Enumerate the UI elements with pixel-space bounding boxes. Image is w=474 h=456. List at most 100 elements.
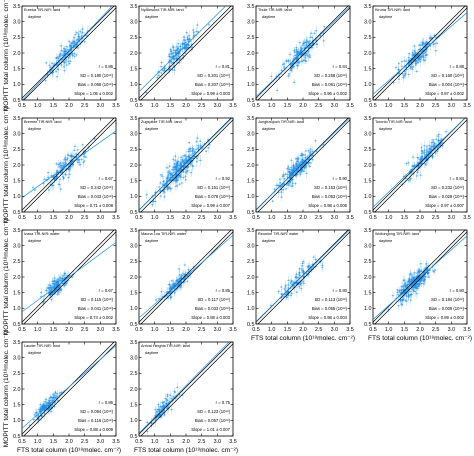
plot-frame — [21, 117, 117, 213]
data-point — [304, 154, 306, 156]
data-point — [424, 43, 426, 45]
y-axis-label: MOPITT total column (10¹⁸molec. cm⁻²) — [3, 0, 10, 111]
data-point — [288, 174, 291, 176]
data-point — [175, 180, 178, 183]
y-tick-label: 0.5 — [364, 210, 372, 216]
x-tick-label: 1.5 — [401, 103, 409, 109]
data-point — [53, 284, 56, 287]
data-point — [415, 175, 418, 177]
data-point — [51, 184, 54, 187]
y-tick-label: 0.5 — [13, 98, 21, 104]
data-point — [425, 164, 427, 166]
data-point — [295, 157, 297, 160]
y-tick-label: 1.5 — [13, 178, 21, 184]
data-point — [183, 39, 185, 41]
y-tick-label: 2.5 — [130, 147, 138, 153]
fit-line — [22, 6, 113, 100]
y-tick-label: 0.5 — [13, 322, 21, 328]
data-point — [291, 178, 294, 181]
data-point — [77, 35, 80, 38]
data-point — [179, 48, 181, 51]
data-point — [185, 31, 188, 34]
data-point — [405, 60, 408, 63]
x-tick-label: 3.5 — [112, 327, 120, 333]
data-point — [63, 52, 66, 55]
data-point — [188, 38, 191, 41]
data-point — [303, 167, 306, 169]
data-point — [172, 166, 175, 169]
y-tick-label: 1.0 — [13, 194, 21, 200]
panel-3: 0.5 1.0 1.5 2.0 2.5 3.0 3.5 0.5 1.0 1.5 2.0 2.5 3.0 3… — [247, 4, 354, 109]
data-point — [168, 170, 171, 173]
y-tick-label: 2.5 — [247, 147, 255, 153]
data-point — [423, 153, 426, 155]
data-point — [56, 56, 59, 59]
x-tick-label: 1.0 — [34, 327, 42, 333]
data-point — [300, 152, 303, 155]
data-point — [59, 178, 61, 181]
data-point — [174, 291, 176, 294]
data-point — [165, 294, 168, 297]
data-point — [78, 37, 81, 39]
stat-sd: SD = 0.232 (10¹⁸) — [431, 185, 464, 190]
data-point — [187, 44, 190, 47]
data-point — [46, 287, 49, 289]
period-label: daytime — [262, 15, 275, 19]
data-point — [56, 75, 58, 78]
fit-line — [373, 12, 467, 95]
data-point — [280, 191, 283, 194]
y-tick-label: 3.5 — [13, 4, 21, 10]
data-point — [45, 61, 48, 64]
data-point — [306, 54, 309, 57]
data-point — [307, 42, 310, 44]
data-point — [412, 65, 415, 68]
data-point — [73, 55, 76, 58]
y-tick-label: 0.5 — [130, 98, 138, 104]
fit-line — [256, 6, 350, 97]
data-point — [42, 302, 45, 304]
data-point — [311, 158, 314, 161]
x-tick-label: 1.0 — [268, 215, 276, 221]
stat-slope: Slope = 0.98 ± 0.006 — [308, 203, 347, 208]
data-point — [422, 55, 424, 58]
data-point — [296, 158, 299, 161]
data-point — [40, 291, 43, 294]
y-tick-label: 3.0 — [130, 19, 138, 25]
x-tick-label: 1.5 — [50, 215, 58, 221]
data-point — [306, 155, 309, 158]
x-tick-label: 2.5 — [315, 215, 323, 221]
data-point — [178, 58, 181, 61]
x-tick-label: 2.5 — [198, 215, 206, 221]
data-point — [170, 172, 173, 175]
data-point — [80, 158, 83, 161]
data-point — [271, 200, 274, 203]
stat-sd: SD = 0.258 (10¹⁸) — [314, 73, 347, 78]
data-point — [419, 174, 422, 177]
fit-line — [139, 6, 227, 93]
data-point — [63, 69, 66, 72]
data-point — [413, 49, 416, 52]
x-tick-label: 3.0 — [331, 215, 339, 221]
data-point — [190, 171, 193, 174]
x-tick-label: 2.5 — [432, 103, 440, 109]
data-point — [173, 165, 176, 168]
panel-10: 0.5 1.0 1.5 2.0 2.5 3.0 3.50.51.01.52.02.53.03… — [130, 228, 237, 333]
data-point — [280, 196, 283, 199]
x-tick-label: 0.5 — [369, 215, 377, 221]
data-point — [63, 158, 66, 161]
stat-bias: Bias = 0.061 (10¹⁸) — [312, 82, 348, 87]
data-point — [65, 59, 68, 61]
x-tick-label: 2.0 — [182, 215, 190, 221]
data-point — [61, 54, 64, 57]
data-point — [170, 296, 172, 299]
data-point — [286, 167, 289, 170]
data-point — [80, 35, 83, 38]
data-point — [185, 171, 187, 174]
data-point — [295, 58, 298, 61]
y-tick-label: 1.0 — [364, 194, 372, 200]
one-to-one-line — [140, 7, 233, 100]
data-point — [177, 42, 180, 45]
data-point — [64, 163, 66, 166]
data-point — [189, 149, 192, 151]
